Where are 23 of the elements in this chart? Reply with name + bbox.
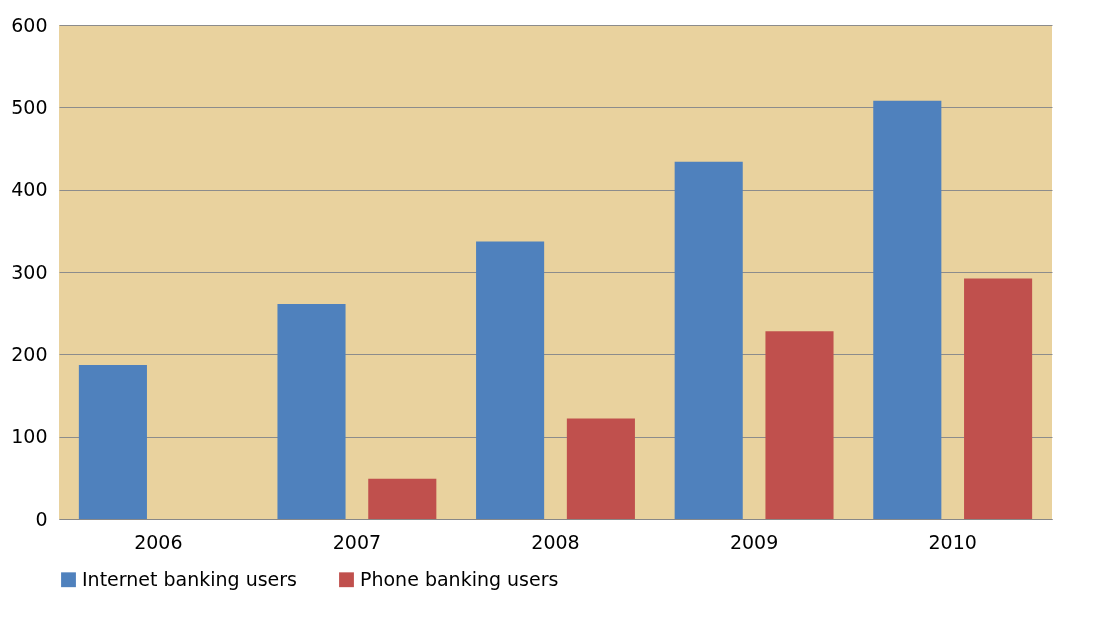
bar [277,304,346,519]
y-tick-label: 100 [11,425,48,448]
bar [674,161,743,519]
x-tick-label: 2006 [134,530,183,553]
bar [765,331,834,519]
bar [873,100,942,519]
y-tick-label: 600 [11,13,48,36]
bar [476,241,545,519]
y-tick-label: 300 [11,260,48,283]
bar [78,365,147,519]
y-tick-label: 0 [35,507,48,530]
bar [368,478,437,519]
legend-label: Phone banking users [360,567,559,590]
x-tick-label: 2009 [729,530,779,553]
y-tick-label: 200 [11,342,48,365]
bar [964,278,1033,519]
y-tick-label: 400 [11,178,48,201]
bar [566,418,635,519]
legend-label: Internet banking users [82,567,297,590]
x-tick-label: 2007 [332,530,382,553]
x-tick-label: 2010 [928,530,977,553]
x-tick-label: 2008 [531,530,580,553]
y-tick-label: 500 [11,95,48,118]
